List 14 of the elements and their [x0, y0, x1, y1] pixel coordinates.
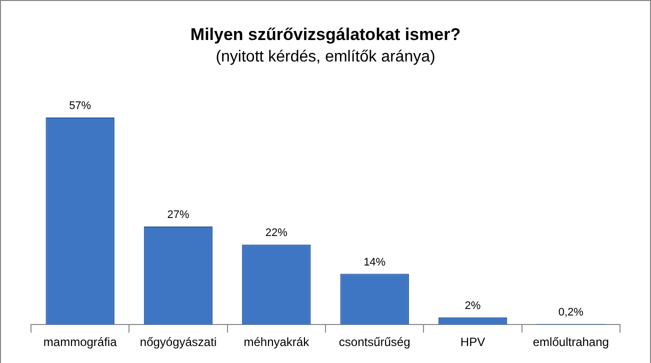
x-tick-label: csontsűrűség — [338, 335, 410, 350]
x-tick-label: emlőultrahang — [532, 335, 609, 350]
data-label: 0,2% — [558, 306, 584, 318]
x-tick-label: méhnyakrák — [244, 335, 310, 350]
x-tick-label: nőgyógyászati — [140, 335, 217, 350]
data-label: 57% — [69, 100, 92, 112]
data-label: 2% — [464, 300, 481, 312]
x-tick-label: mammográfia — [43, 335, 118, 350]
x-tick-label: HPV — [460, 335, 486, 350]
chart-subtitle: (nyitott kérdés, említők aránya) — [216, 48, 436, 66]
data-label: 14% — [364, 256, 386, 268]
data-label: 27% — [167, 209, 190, 222]
data-label: 22% — [265, 227, 288, 240]
chart-title: Milyen szűrővizsgálatokat ismer? — [190, 24, 461, 44]
